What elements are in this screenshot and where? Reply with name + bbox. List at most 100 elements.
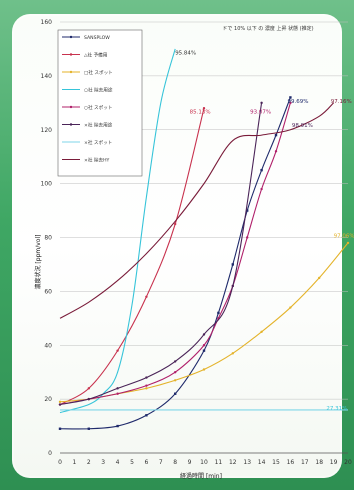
- x-tick-label: 3: [101, 459, 105, 466]
- data-point: [260, 187, 263, 191]
- data-point: [202, 368, 206, 371]
- x-tick-label: 11: [215, 459, 223, 466]
- y-tick-label: 40: [44, 342, 52, 349]
- x-tick-label: 13: [243, 459, 251, 466]
- data-point: [116, 424, 119, 428]
- data-point: [87, 387, 91, 390]
- y-tick-labels: 0 20 40 60 80 100 120 140 160: [41, 19, 53, 457]
- data-point: [116, 387, 119, 390]
- series-lines: [58, 48, 350, 430]
- x-tick-label: 20: [344, 459, 352, 466]
- data-point: [145, 387, 148, 390]
- data-point: [231, 352, 234, 355]
- x-tick-label: 16: [287, 459, 295, 466]
- data-point: [174, 222, 177, 226]
- data-point: [202, 349, 206, 352]
- legend: SANSPLOW △社 予備用 □社 スポット ○社 除去用途 ○社 スポット ×社 除去…: [57, 29, 143, 177]
- data-point: [274, 150, 278, 153]
- data-point: [145, 376, 148, 379]
- series-line: [59, 102, 291, 406]
- legend-entry: ○社 除去用途: [84, 86, 113, 93]
- data-point: [318, 276, 321, 280]
- data-point: [145, 295, 148, 298]
- percent-annotations: 95.84% 85.13% 93.07% 99.69% 98.91% 97.16% 97.0…: [175, 50, 354, 412]
- percent-label: 85.13%: [190, 110, 211, 116]
- x-tick-label: 9: [188, 459, 192, 466]
- legend-box: [57, 29, 143, 177]
- legend-marker: [69, 35, 73, 39]
- x-tick-label: 12: [229, 459, 237, 466]
- data-point: [116, 392, 119, 395]
- x-tick-labels: 0 1 2 3 4 5 6 7 8 9 10 11 12 13 14 15 16 17 18 19 20: [58, 459, 352, 466]
- data-point: [346, 241, 350, 245]
- data-point: [246, 236, 249, 239]
- series-3: [59, 48, 176, 414]
- x-tick-label: 5: [130, 459, 134, 466]
- percent-label: 97.06%: [334, 234, 354, 240]
- legend-marker: [69, 123, 73, 126]
- x-tick-label: 0: [58, 459, 62, 466]
- data-point: [145, 414, 148, 417]
- data-point: [246, 209, 249, 212]
- data-point: [174, 379, 177, 382]
- x-tick-label: 14: [258, 459, 266, 466]
- y-tick-label: 120: [41, 127, 53, 134]
- data-point: [87, 397, 91, 401]
- y-tick-label: 80: [44, 235, 52, 242]
- data-point: [260, 330, 263, 333]
- x-tick-label: 15: [272, 459, 280, 466]
- series-5: [58, 101, 263, 406]
- series-line: [59, 48, 176, 414]
- percent-label: 93.07%: [250, 110, 271, 116]
- legend-entry: ×社 スポット: [84, 139, 112, 146]
- data-point: [231, 284, 234, 288]
- data-point: [260, 101, 263, 105]
- y-tick-label: 0: [48, 450, 52, 457]
- series-7: [59, 102, 334, 319]
- x-tick-label: 10: [200, 459, 208, 466]
- x-tick-label: 1: [72, 459, 76, 466]
- percent-label: 97.16%: [331, 99, 352, 105]
- percent-label: 27.31%: [326, 406, 347, 412]
- x-tick-label: 19: [330, 459, 338, 466]
- legend-entry: △社 予備用: [84, 51, 108, 58]
- data-point: [174, 370, 177, 374]
- x-tick-label: 17: [301, 459, 309, 466]
- legend-entry: ×社 除去用途: [84, 121, 113, 128]
- data-point: [58, 427, 62, 430]
- data-point: [58, 403, 62, 406]
- y-tick-label: 160: [41, 19, 53, 26]
- legend-entry: ○社 スポット: [84, 104, 112, 111]
- data-point: [202, 344, 206, 347]
- y-tick-label: 100: [41, 181, 53, 188]
- data-point: [58, 400, 62, 404]
- y-tick-label: 20: [44, 396, 52, 403]
- data-point: [174, 360, 177, 363]
- data-point: [260, 168, 263, 172]
- legend-marker: [69, 53, 73, 56]
- data-point: [231, 263, 234, 266]
- x-tick-label: 4: [116, 459, 120, 466]
- data-point: [87, 427, 90, 430]
- data-point: [116, 349, 119, 352]
- data-point: [289, 101, 292, 105]
- series-line: [59, 242, 349, 403]
- data-point: [274, 133, 278, 137]
- data-point: [174, 392, 177, 395]
- data-point: [289, 96, 292, 99]
- y-tick-label: 140: [41, 73, 53, 80]
- data-point: [202, 333, 206, 336]
- percent-label: 98.91%: [292, 123, 313, 129]
- chart-title: ドで 10% 以下 の 濃度 上昇 状態 (推定): [222, 25, 313, 32]
- percent-label: 99.69%: [288, 99, 309, 105]
- percent-label: 95.84%: [175, 50, 196, 56]
- x-tick-label: 2: [87, 459, 91, 466]
- x-axis-label: 経過時間 [min]: [180, 472, 222, 480]
- data-point: [202, 107, 206, 110]
- series-2: [58, 241, 350, 404]
- y-axis-label: 濃度状況 [ppm/vol]: [34, 235, 42, 290]
- series-line: [59, 102, 334, 319]
- legend-entry: □社 スポット: [84, 69, 113, 76]
- legend-marker: [69, 105, 73, 109]
